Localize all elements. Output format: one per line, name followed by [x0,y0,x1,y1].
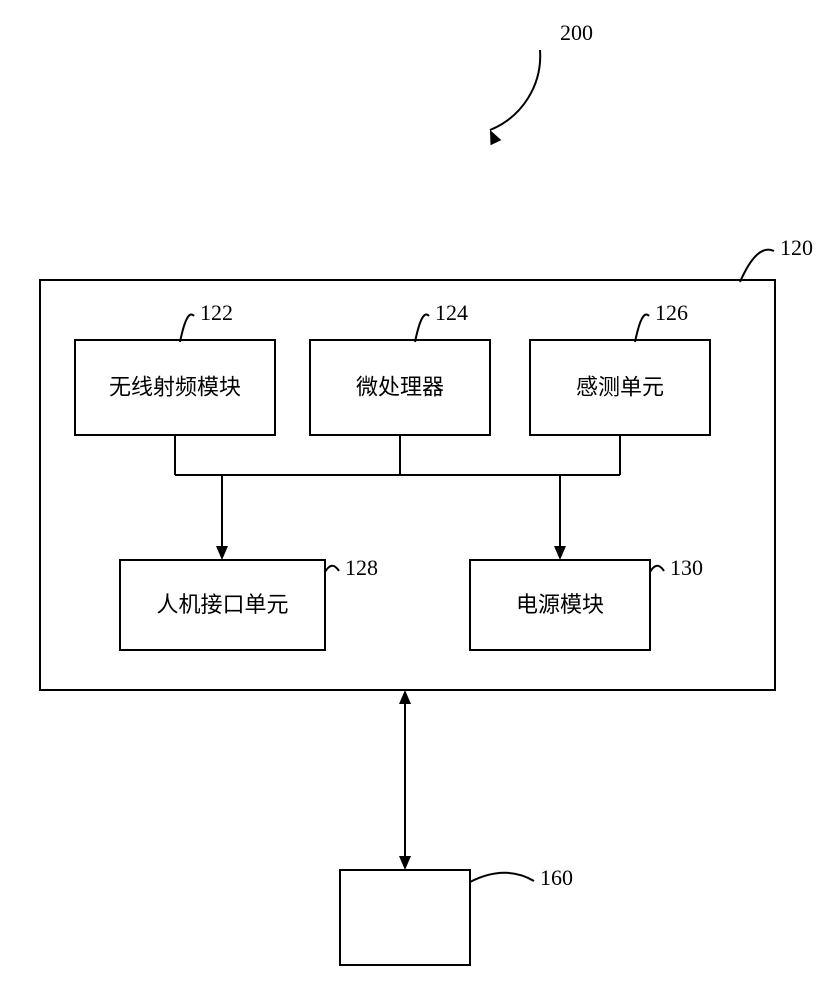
svg-text:128: 128 [345,555,378,580]
svg-text:无线射频模块: 无线射频模块 [109,375,241,400]
svg-text:126: 126 [655,300,688,325]
svg-text:160: 160 [540,865,573,890]
svg-text:人机接口单元: 人机接口单元 [156,592,288,617]
svg-text:124: 124 [435,300,468,325]
svg-text:120: 120 [780,235,813,260]
svg-text:122: 122 [200,300,233,325]
svg-text:微处理器: 微处理器 [356,375,444,400]
svg-text:130: 130 [670,555,703,580]
svg-text:电源模块: 电源模块 [516,592,604,617]
svg-text:感测单元: 感测单元 [576,375,664,400]
svg-text:200: 200 [560,20,593,45]
